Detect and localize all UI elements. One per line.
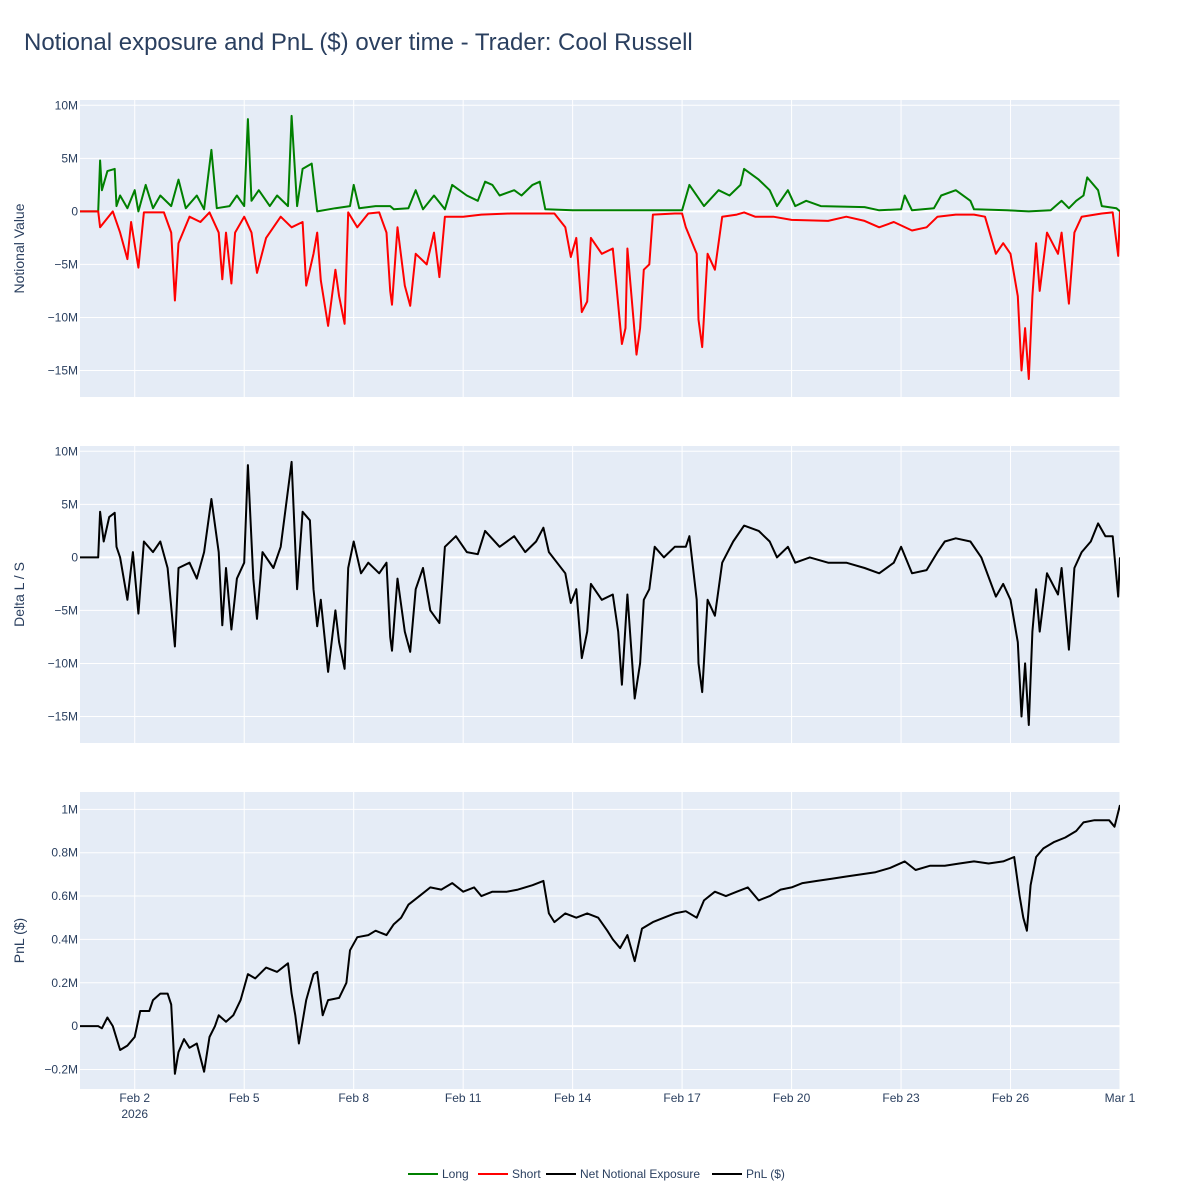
series-line-short[interactable] <box>80 210 1120 380</box>
legend[interactable]: Long Short Net Notional Exposure PnL ($) <box>408 1167 785 1181</box>
x-tick-label: Feb 14 <box>554 1091 592 1105</box>
x-tick-label: Feb 5 <box>229 1091 260 1105</box>
series-line-long[interactable] <box>80 114 1120 213</box>
plot-area[interactable] <box>80 446 1120 743</box>
legend-label: PnL ($) <box>746 1167 785 1181</box>
y-tick-label: 5M <box>61 497 78 511</box>
legend-item[interactable]: Short <box>478 1167 541 1181</box>
y-tick-label: −10M <box>48 310 78 324</box>
y-tick-label: −15M <box>48 363 78 377</box>
y-tick-label: 0.8M <box>51 846 78 860</box>
y-tick-label: 10M <box>55 444 78 458</box>
y-tick-label: 0.6M <box>51 889 78 903</box>
y-tick-label: −5M <box>54 603 78 617</box>
x-tick-label: Feb 8 <box>338 1091 369 1105</box>
y-axis-label: PnL ($) <box>11 918 27 963</box>
y-tick-label: 0.4M <box>51 932 78 946</box>
plot-area[interactable] <box>80 792 1120 1089</box>
legend-label: Net Notional Exposure <box>580 1167 700 1181</box>
y-tick-label: 0.2M <box>51 976 78 990</box>
x-tick-label: Feb 26 <box>992 1091 1030 1105</box>
x-tick-sublabel: 2026 <box>121 1107 148 1121</box>
subplot-2: 10M 5M 0 −5M −10M −15M Delta L / S <box>11 444 1121 743</box>
y-axis-label: Delta L / S <box>11 562 27 627</box>
y-tick-label: 5M <box>61 151 78 165</box>
legend-item[interactable]: PnL ($) <box>712 1167 785 1181</box>
chart-title: Notional exposure and PnL ($) over time … <box>24 29 693 56</box>
series-line-net-notional-exposure[interactable] <box>80 460 1120 726</box>
y-tick-label: −0.2M <box>44 1062 78 1076</box>
legend-item[interactable]: Net Notional Exposure <box>546 1167 700 1181</box>
y-tick-label: 1M <box>61 802 78 816</box>
y-tick-label: −5M <box>54 257 78 271</box>
plot-area[interactable] <box>80 100 1120 397</box>
legend-label: Short <box>512 1167 541 1181</box>
x-tick-label: Feb 17 <box>663 1091 701 1105</box>
y-tick-label: −15M <box>48 709 78 723</box>
y-tick-label: 0 <box>71 204 78 218</box>
x-tick-label: Feb 2 <box>119 1091 150 1105</box>
series-line-pnl[interactable] <box>80 804 1120 1075</box>
x-tick-label: Feb 20 <box>773 1091 811 1105</box>
x-tick-label: Feb 23 <box>882 1091 920 1105</box>
y-tick-label: 10M <box>55 98 78 112</box>
legend-label: Long <box>442 1167 469 1181</box>
subplot-1: 10M 5M 0 −5M −10M −15M Notional Value <box>11 98 1121 397</box>
y-tick-label: 0 <box>71 1019 78 1033</box>
y-tick-label: −10M <box>48 656 78 670</box>
x-tick-label: Feb 11 <box>445 1091 482 1105</box>
legend-item[interactable]: Long <box>408 1167 469 1181</box>
y-axis-label: Notional Value <box>11 203 27 293</box>
y-tick-label: 0 <box>71 550 78 564</box>
x-tick-label: Mar 1 <box>1105 1091 1136 1105</box>
subplot-3: 1M 0.8M 0.6M 0.4M 0.2M 0 −0.2M PnL ($) <box>11 792 1121 1089</box>
